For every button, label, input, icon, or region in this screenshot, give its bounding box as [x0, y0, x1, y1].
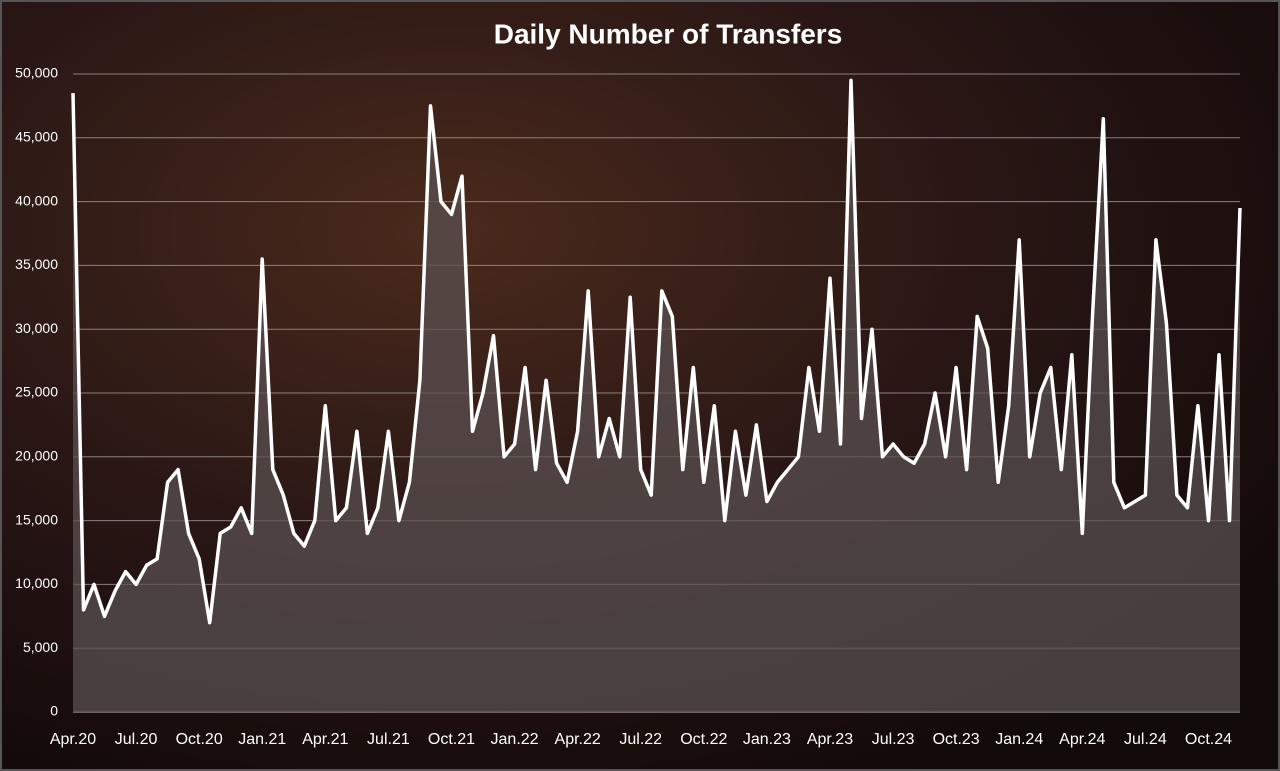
y-tick-label: 15,000 — [15, 511, 58, 527]
y-tick-label: 10,000 — [15, 575, 58, 591]
y-tick-label: 35,000 — [15, 256, 58, 272]
x-tick-label: Jul.22 — [619, 731, 662, 748]
line — [71, 78, 1242, 625]
x-tick-label: Oct.21 — [428, 731, 475, 748]
y-tick-label: 20,000 — [15, 448, 58, 464]
x-tick-label: Jan.23 — [743, 731, 791, 748]
y-tick-label: 40,000 — [15, 192, 58, 208]
x-tick-label: Jan.21 — [238, 731, 286, 748]
y-tick-label: 45,000 — [15, 129, 58, 145]
x-tick-label: Apr.21 — [302, 731, 348, 748]
x-tick-label: Apr.22 — [555, 731, 601, 748]
x-tick-label: Jan.24 — [995, 731, 1043, 748]
x-tick-label: Oct.24 — [1185, 731, 1232, 748]
y-tick-label: 25,000 — [15, 384, 58, 400]
x-tick-label: Oct.22 — [680, 731, 727, 748]
x-tick-label: Jan.22 — [491, 731, 539, 748]
x-tick-label: Jul.24 — [1124, 731, 1167, 748]
y-tick-label: 0 — [50, 703, 58, 719]
x-tick-label: Apr.20 — [50, 731, 96, 748]
x-tick-label: Jul.20 — [115, 731, 158, 748]
x-tick-label: Jul.23 — [872, 731, 915, 748]
x-tick-label: Apr.23 — [807, 731, 853, 748]
chart-title: Daily Number of Transfers — [494, 18, 843, 49]
y-tick-label: 30,000 — [15, 320, 58, 336]
x-tick-label: Oct.20 — [176, 731, 223, 748]
x-tick-label: Apr.24 — [1059, 731, 1105, 748]
y-tick-label: 5,000 — [23, 639, 58, 655]
y-tick-label: 50,000 — [15, 65, 58, 81]
x-tick-label: Oct.23 — [933, 731, 980, 748]
x-tick-label: Jul.21 — [367, 731, 410, 748]
